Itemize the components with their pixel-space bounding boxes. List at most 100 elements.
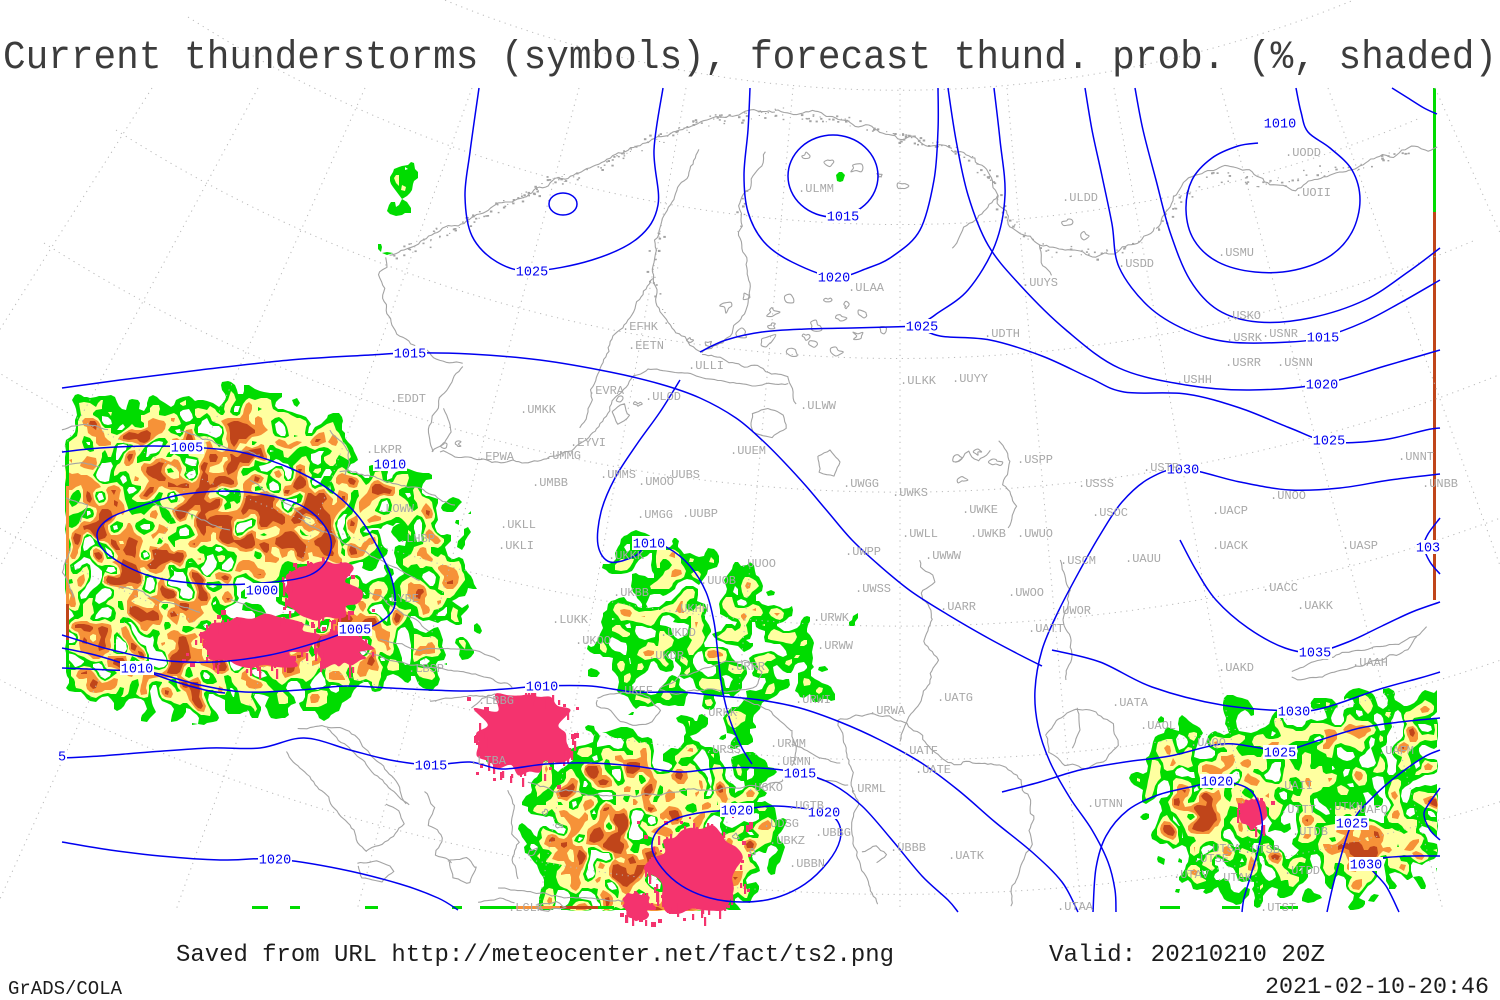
svg-text:.UAUU: .UAUU (1125, 552, 1161, 566)
svg-text:.UNBB: .UNBB (1422, 477, 1458, 491)
svg-text:.URSS: .URSS (705, 743, 741, 757)
svg-text:.UTSE: .UTSE (1193, 852, 1229, 866)
svg-text:.URRR: .URRR (729, 660, 765, 674)
svg-text:.UARR: .UARR (940, 600, 976, 614)
svg-text:.UBBB: .UBBB (890, 841, 926, 855)
svg-text:.UWUO: .UWUO (1017, 527, 1053, 541)
svg-text:1010: 1010 (1264, 118, 1296, 133)
svg-text:.UKDR: .UKDR (648, 649, 684, 663)
svg-text:.UUOB: .UUOB (700, 574, 736, 588)
svg-text:.UUEM: .UUEM (730, 444, 766, 458)
svg-text:.UNOO: .UNOO (1270, 489, 1306, 503)
svg-text:.UWOR: .UWOR (1055, 604, 1091, 618)
svg-text:.UBBG: .UBBG (815, 826, 851, 840)
svg-text:.UMBB: .UMBB (532, 476, 568, 490)
svg-text:.EFHK: .EFHK (622, 320, 659, 334)
svg-text:1020: 1020 (818, 272, 850, 287)
svg-text:1025: 1025 (1336, 818, 1368, 833)
svg-text:.USNN: .USNN (1277, 356, 1313, 370)
svg-text:.UMMS: .UMMS (600, 468, 636, 482)
svg-text:.USDD: .USDD (1118, 257, 1154, 271)
svg-text:.USPP: .USPP (1017, 453, 1053, 467)
svg-text:1020: 1020 (1306, 379, 1338, 394)
svg-text:.UKLL: .UKLL (500, 518, 536, 532)
svg-text:.UWGG: .UWGG (843, 477, 879, 491)
svg-text:1005: 1005 (171, 442, 203, 457)
svg-text:.UKOO: .UKOO (575, 634, 611, 648)
svg-text:.USRK: .USRK (1226, 331, 1263, 345)
svg-text:.URWW: .URWW (817, 639, 854, 653)
svg-text:.ULMM: .ULMM (798, 182, 834, 196)
svg-text:.UATA: .UATA (1112, 696, 1149, 710)
svg-text:.URWI: .URWI (795, 693, 831, 707)
svg-text:.UATE: .UATE (915, 763, 951, 777)
svg-text:.USRR: .USRR (1225, 356, 1261, 370)
svg-text:.UASP: .UASP (1342, 539, 1378, 553)
svg-text:.EYVI: .EYVI (570, 436, 606, 450)
svg-text:.UTAA: .UTAA (1057, 900, 1094, 914)
svg-text:.UWKE: .UWKE (962, 503, 998, 517)
svg-text:.URML: .URML (850, 782, 886, 796)
svg-text:.UAFM: .UAFM (1378, 744, 1414, 758)
svg-text:1015: 1015 (415, 760, 447, 775)
svg-text:.UUYS: .UUYS (1022, 276, 1058, 290)
svg-text:.UWPP: .UWPP (845, 545, 881, 559)
svg-text:.UNNT: .UNNT (1398, 450, 1434, 464)
svg-text:1020: 1020 (721, 805, 753, 820)
svg-text:103: 103 (1416, 542, 1440, 557)
svg-text:.ULDD: .ULDD (1062, 191, 1098, 205)
svg-text:1015: 1015 (784, 768, 816, 783)
svg-text:.UTTT: .UTTT (1280, 803, 1316, 817)
svg-text:1010: 1010 (526, 681, 558, 696)
svg-text:.UAII: .UAII (1277, 779, 1313, 793)
svg-text:.UTST: .UTST (1260, 901, 1296, 915)
svg-text:.UACP: .UACP (1212, 504, 1248, 518)
svg-text:1025: 1025 (516, 266, 548, 281)
svg-text:.UUYY: .UUYY (952, 372, 988, 386)
svg-text:.USSS: .USSS (1078, 477, 1114, 491)
svg-text:.UOII: .UOII (1295, 186, 1331, 200)
svg-text:.EETN: .EETN (628, 339, 664, 353)
svg-text:.URMN: .URMN (775, 755, 811, 769)
svg-text:.UMKK: .UMKK (520, 403, 557, 417)
svg-text:.UWLL: .UWLL (902, 527, 938, 541)
svg-text:.UGTB: .UGTB (788, 799, 824, 813)
svg-text:1010: 1010 (633, 538, 665, 553)
svg-text:.URWK: .URWK (813, 611, 850, 625)
svg-text:1030: 1030 (1350, 859, 1382, 874)
svg-text:.USHH: .USHH (1176, 373, 1212, 387)
svg-text:5: 5 (58, 751, 66, 766)
svg-text:.UWOO: .UWOO (1008, 586, 1044, 600)
svg-text:.UWSS: .UWSS (855, 582, 891, 596)
svg-text:.EDDT: .EDDT (390, 392, 426, 406)
svg-text:.ULOD: .ULOD (645, 390, 681, 404)
svg-text:1015: 1015 (394, 348, 426, 363)
svg-text:.USMU: .USMU (1218, 246, 1254, 260)
svg-text:.UWWW: .UWWW (925, 549, 962, 563)
svg-text:1000: 1000 (246, 585, 278, 600)
svg-text:.UAKK: .UAKK (1297, 599, 1334, 613)
svg-text:.UACK: .UACK (1212, 539, 1249, 553)
svg-text:.UKFF: .UKFF (617, 684, 653, 698)
svg-text:.ULLI: .ULLI (688, 359, 724, 373)
svg-text:.LYBE: .LYBE (383, 592, 419, 606)
svg-text:.LKPR: .LKPR (366, 443, 402, 457)
svg-text:.UTDD: .UTDD (1284, 864, 1320, 878)
svg-text:.UKDD: .UKDD (660, 626, 696, 640)
svg-text:.UBKZ: .UBKZ (769, 834, 805, 848)
svg-text:.UATT: .UATT (1028, 622, 1064, 636)
svg-text:.UDTH: .UDTH (984, 327, 1020, 341)
svg-text:.UKKK: .UKKK (608, 549, 645, 563)
svg-text:.UATF: .UATF (902, 744, 938, 758)
svg-text:.URKK: .URKK (701, 706, 738, 720)
svg-text:.UODD: .UODD (1285, 146, 1321, 160)
svg-text:.UBBN: .UBBN (789, 857, 825, 871)
svg-text:.UAFQ: .UAFQ (1352, 803, 1388, 817)
svg-text:.USOC: .USOC (1092, 506, 1128, 520)
svg-text:.UKLI: .UKLI (498, 539, 534, 553)
svg-text:.UGKO: .UGKO (747, 781, 783, 795)
svg-text:1005: 1005 (339, 624, 371, 639)
svg-text:.EPWA: .EPWA (478, 450, 515, 464)
svg-text:Valid: 20210210 20Z: Valid: 20210210 20Z (1049, 942, 1325, 969)
svg-text:.ULAA: .ULAA (848, 281, 885, 295)
